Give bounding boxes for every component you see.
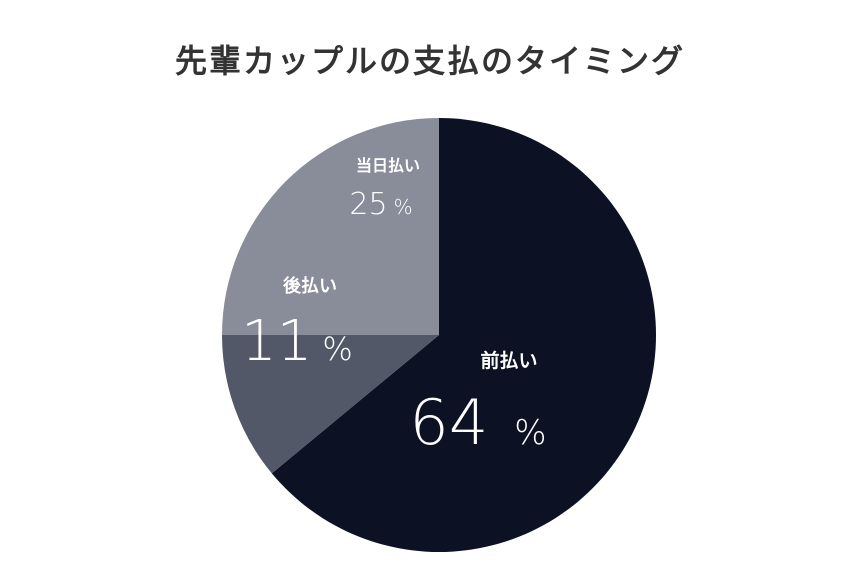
pie-slice — [271, 118, 657, 553]
pie-slice — [222, 118, 439, 335]
slice-value: 11% — [241, 309, 353, 374]
slice-label: 当日払い — [356, 156, 420, 175]
chart-title: 先輩カップルの支払のタイミング — [174, 42, 685, 80]
slice-label: 後払い — [283, 275, 337, 297]
pie-slices — [222, 118, 657, 553]
slice-value: 25% — [349, 187, 412, 222]
slice-label: 前払い — [480, 349, 537, 372]
slice-value: 64% — [409, 386, 546, 459]
pie-slice — [222, 335, 439, 474]
pie-labels: 前払い 64 % 後払い 11 % 当日払い 25% — [241, 156, 546, 459]
